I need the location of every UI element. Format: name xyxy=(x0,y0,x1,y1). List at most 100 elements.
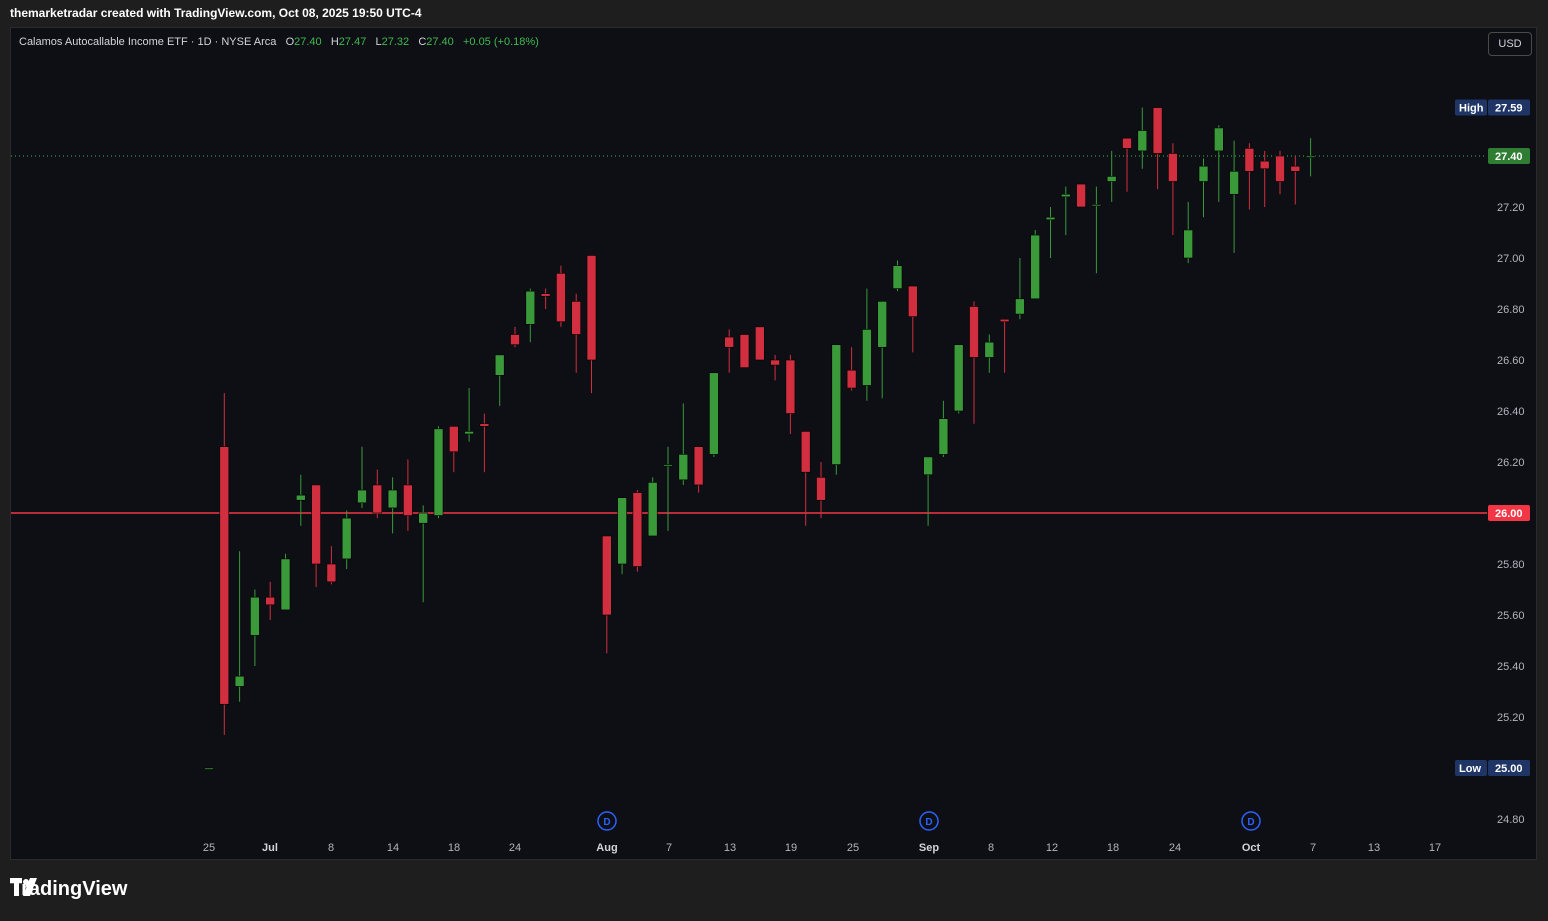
candle xyxy=(770,354,780,381)
candle-body xyxy=(357,489,367,504)
candle-body xyxy=(877,301,888,348)
candle xyxy=(1244,143,1255,210)
candle-body xyxy=(938,418,949,455)
candle-body xyxy=(647,482,658,537)
candle-body xyxy=(1091,204,1102,207)
dividend-marker-icon: D xyxy=(597,811,617,831)
candle xyxy=(923,456,933,526)
price-tick-label: 26.20 xyxy=(1497,457,1525,469)
candle-body xyxy=(969,306,979,358)
candle-body xyxy=(739,334,750,368)
candle xyxy=(1076,183,1086,208)
level-tag: 26.00 xyxy=(1488,505,1530,521)
candle xyxy=(1214,125,1224,202)
candle-body xyxy=(403,484,413,516)
candle-body xyxy=(907,285,918,317)
candle xyxy=(510,326,520,348)
candle-body xyxy=(1045,216,1056,221)
candle xyxy=(1045,207,1056,258)
last-price-tag-value: 27.40 xyxy=(1495,151,1523,163)
candle xyxy=(1091,186,1102,274)
candle xyxy=(617,497,627,575)
candle xyxy=(938,400,949,457)
candle xyxy=(265,581,275,621)
time-tick-label: 24 xyxy=(1169,842,1181,854)
tradingview-logo-icon xyxy=(10,878,37,896)
candle xyxy=(1106,150,1117,202)
currency-button[interactable]: USD xyxy=(1488,32,1532,56)
price-tick-label: 25.40 xyxy=(1497,661,1525,673)
candle xyxy=(1183,201,1193,264)
candlestick-chart[interactable]: 27.20 27.00 26.80 26.60 26.40 26.20 25.80 25.60… xyxy=(11,28,1538,861)
candle xyxy=(984,334,995,373)
candle xyxy=(372,469,383,519)
candle xyxy=(969,301,979,424)
price-tick-label: 26.80 xyxy=(1497,304,1525,316)
change-value: +0.05 (+0.18%) xyxy=(462,36,539,48)
time-tick-label: 25 xyxy=(203,842,215,854)
price-tick-label: 27.00 xyxy=(1497,253,1525,265)
candle-body xyxy=(1152,107,1163,154)
candle xyxy=(418,505,429,603)
candle xyxy=(709,372,719,457)
time-tick-label: 12 xyxy=(1046,842,1058,854)
tradingview-logo[interactable]: TradingView xyxy=(10,878,127,901)
time-tick-label: 14 xyxy=(387,842,399,854)
candle xyxy=(877,301,888,399)
candle xyxy=(311,484,321,587)
candle xyxy=(892,260,903,292)
candle-body xyxy=(265,596,275,606)
candle xyxy=(234,551,245,702)
time-tick-label: 25 xyxy=(847,842,859,854)
last-price-tag: 27.40 xyxy=(1488,148,1530,164)
candle-body xyxy=(816,476,826,501)
candle-body xyxy=(923,456,933,476)
candle-body xyxy=(204,767,214,770)
candle-body xyxy=(724,336,735,348)
candle xyxy=(1061,186,1071,236)
candle-body xyxy=(1259,160,1270,170)
candle-body xyxy=(1244,148,1255,172)
open-label: O xyxy=(285,36,295,48)
dividend-marker-circle xyxy=(597,811,617,831)
candle-body xyxy=(754,326,765,361)
candle-body xyxy=(709,372,719,455)
candle xyxy=(403,459,413,531)
candle-body xyxy=(1305,155,1316,158)
candle-body xyxy=(525,290,536,325)
candle xyxy=(862,288,872,401)
time-tick-label: 19 xyxy=(785,842,797,854)
time-tick-label: 17 xyxy=(1429,842,1441,854)
candle-body xyxy=(250,596,260,636)
candle-body xyxy=(846,369,857,389)
candle-body xyxy=(556,273,566,323)
dividend-marker-icon: D xyxy=(1241,811,1261,831)
candle-body xyxy=(571,301,582,335)
time-tick-label: 13 xyxy=(724,842,736,854)
candle-body xyxy=(1137,130,1148,152)
time-tick-label: 24 xyxy=(509,842,521,854)
time-axis: 25 Jul 8 14 18 24 Aug 7 13 19 25 Sep 8 12 18 24 Oct 7 13 17… xyxy=(203,811,1441,854)
candle-body xyxy=(892,265,903,289)
candle xyxy=(800,431,811,526)
candle xyxy=(387,477,398,534)
candle-body xyxy=(280,558,291,611)
candle xyxy=(295,474,306,526)
candle xyxy=(540,288,551,309)
chart-panel[interactable]: 27.20 27.00 26.80 26.60 26.40 26.20 25.80 25.60… xyxy=(10,27,1537,860)
low-value: 27.32 xyxy=(381,36,410,48)
candle-body xyxy=(1015,298,1025,315)
chart-caption: themarketradar created with TradingView.… xyxy=(10,6,422,20)
candle-body xyxy=(464,431,474,435)
candle-body xyxy=(984,341,995,358)
candle xyxy=(1305,138,1316,177)
candle-body xyxy=(372,484,383,514)
candle xyxy=(1152,107,1163,190)
candle xyxy=(433,426,444,519)
time-tick-label: 7 xyxy=(666,842,672,854)
candle-body xyxy=(479,423,490,427)
low-tag: Low 25.00 xyxy=(1455,760,1530,776)
candle-body xyxy=(234,675,245,687)
candle xyxy=(999,318,1010,373)
candle xyxy=(464,388,474,442)
